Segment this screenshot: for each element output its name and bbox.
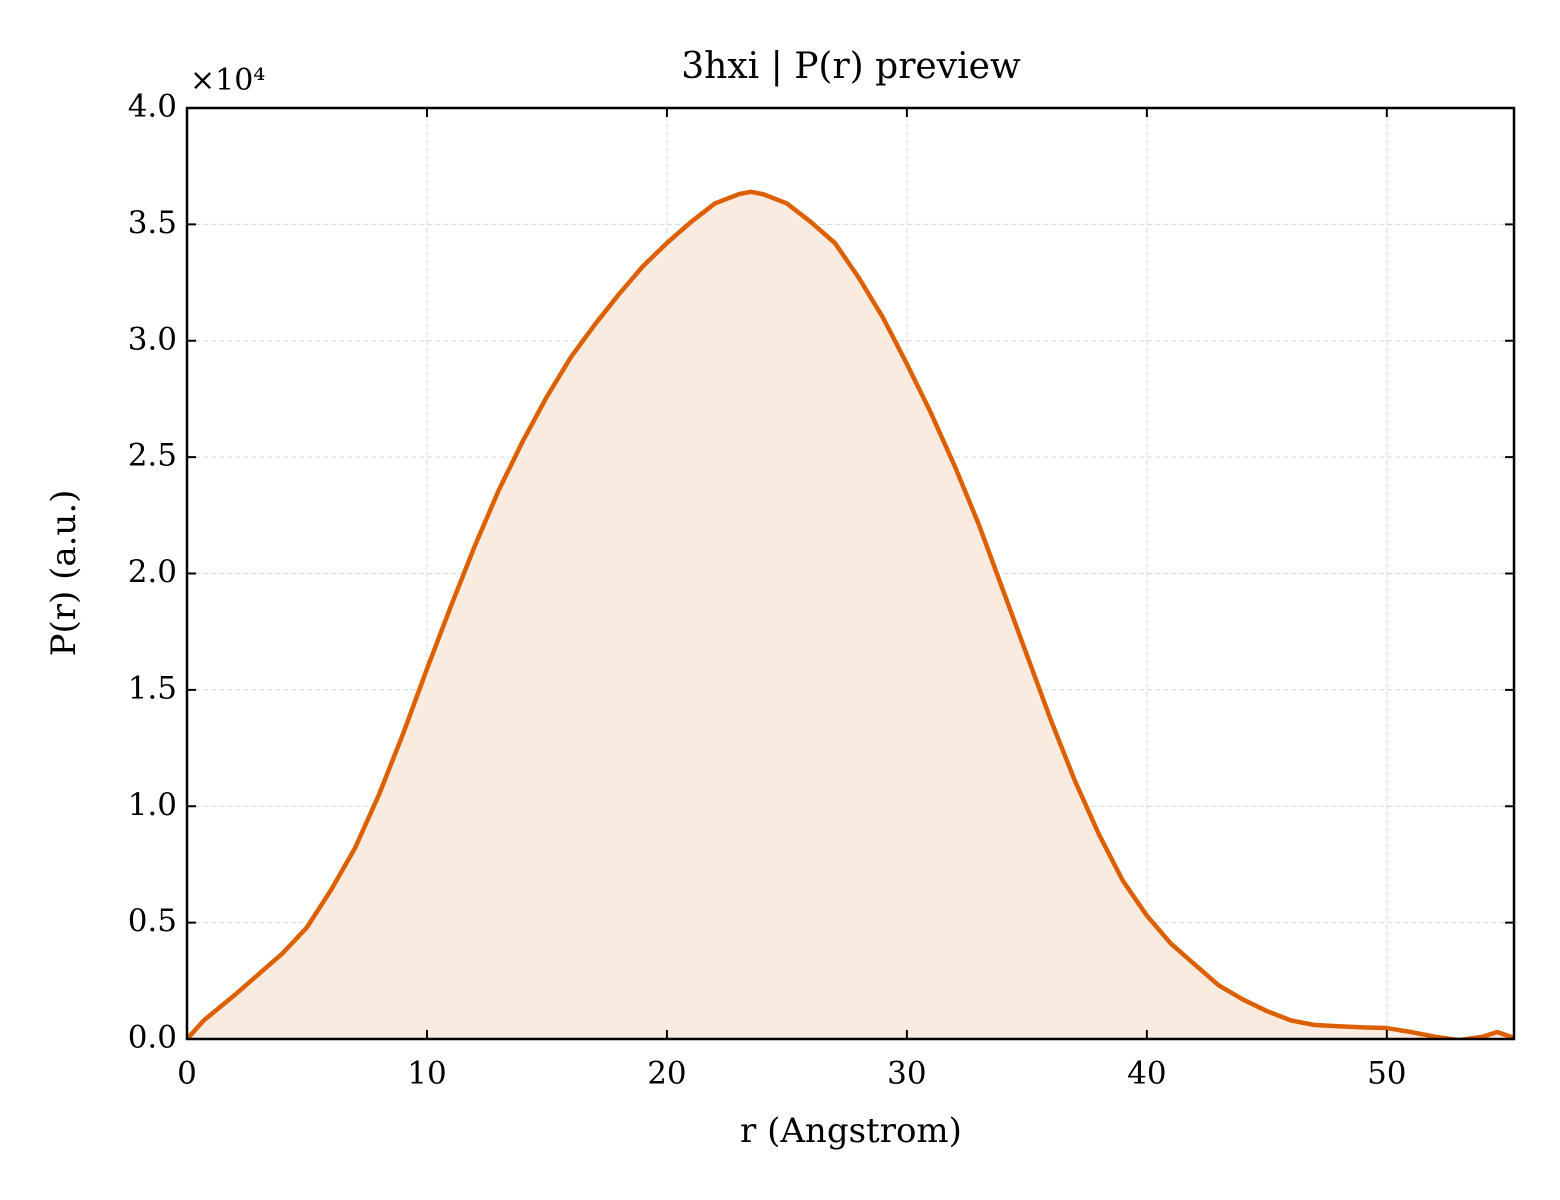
- y-tick-label: 3.0: [128, 321, 177, 357]
- area-fill: [187, 191, 1514, 1039]
- chart-title: 3hxi | P(r) preview: [681, 46, 1021, 87]
- y-tick-label: 2.0: [128, 554, 177, 590]
- x-axis-label: r (Angstrom): [740, 1111, 962, 1151]
- y-tick-label: 4.0: [128, 89, 177, 125]
- y-tick-label: 0.5: [128, 903, 177, 939]
- y-tick-label: 1.0: [128, 787, 177, 823]
- y-tick-label: 0.0: [128, 1020, 177, 1056]
- x-tick-label: 0: [177, 1056, 197, 1092]
- y-offset-label: ×10⁴: [190, 63, 265, 98]
- x-tick-label: 10: [407, 1056, 446, 1092]
- line: [187, 189, 1514, 1039]
- y-tick-label: 3.5: [128, 205, 177, 241]
- y-tick-label: 2.5: [128, 438, 177, 474]
- y-axis-label: P(r) (a.u.): [44, 490, 84, 657]
- x-tick-label: 20: [647, 1056, 686, 1092]
- y-tick-label: 1.5: [128, 670, 177, 706]
- x-tick-label: 50: [1367, 1056, 1406, 1092]
- x-tick-label: 40: [1127, 1056, 1166, 1092]
- x-tick-label: 30: [887, 1056, 926, 1092]
